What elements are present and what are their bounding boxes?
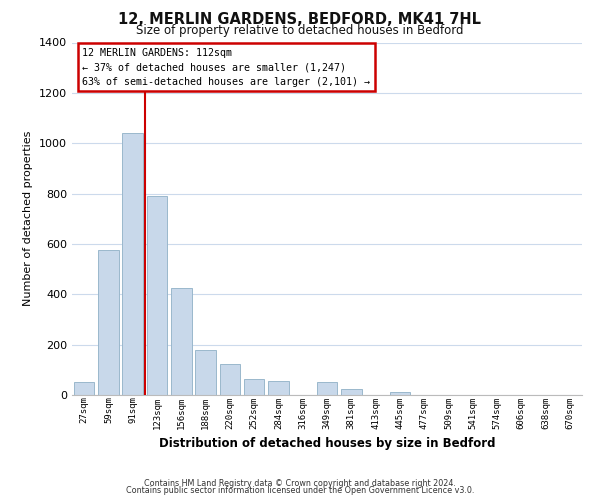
Bar xyxy=(98,250,119,395)
Bar xyxy=(341,388,362,395)
Bar xyxy=(171,288,191,395)
Bar xyxy=(146,196,167,395)
X-axis label: Distribution of detached houses by size in Bedford: Distribution of detached houses by size … xyxy=(159,437,495,450)
Bar xyxy=(74,382,94,395)
Text: 12 MERLIN GARDENS: 112sqm
← 37% of detached houses are smaller (1,247)
63% of se: 12 MERLIN GARDENS: 112sqm ← 37% of detac… xyxy=(82,48,370,86)
Bar xyxy=(389,392,410,395)
Bar xyxy=(220,364,240,395)
Bar xyxy=(244,378,265,395)
Bar xyxy=(317,382,337,395)
Bar xyxy=(195,350,216,395)
Text: 12, MERLIN GARDENS, BEDFORD, MK41 7HL: 12, MERLIN GARDENS, BEDFORD, MK41 7HL xyxy=(119,12,482,28)
Y-axis label: Number of detached properties: Number of detached properties xyxy=(23,131,34,306)
Text: Contains HM Land Registry data © Crown copyright and database right 2024.: Contains HM Land Registry data © Crown c… xyxy=(144,478,456,488)
Text: Contains public sector information licensed under the Open Government Licence v3: Contains public sector information licen… xyxy=(126,486,474,495)
Bar xyxy=(268,381,289,395)
Text: Size of property relative to detached houses in Bedford: Size of property relative to detached ho… xyxy=(136,24,464,37)
Bar xyxy=(122,133,143,395)
